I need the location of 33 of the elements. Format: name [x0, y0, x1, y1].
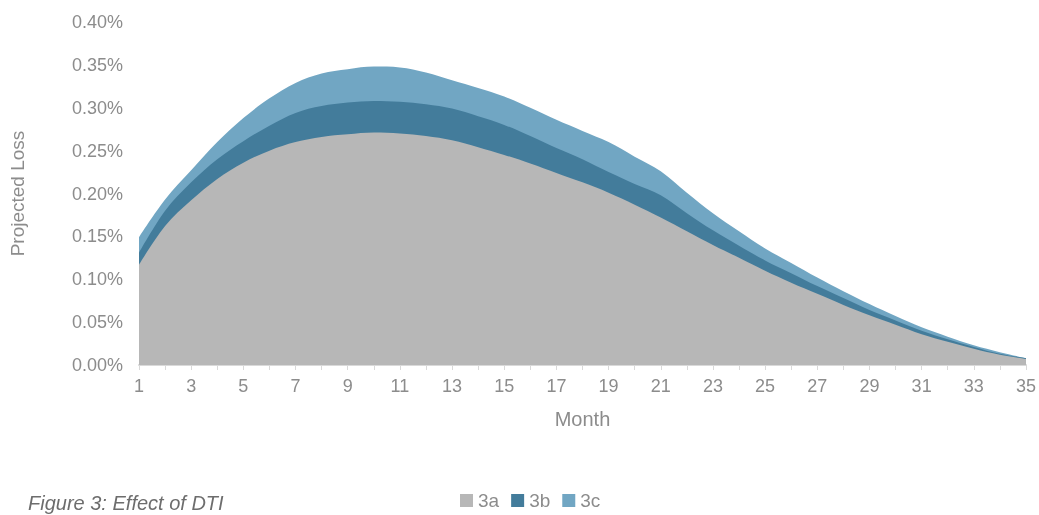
y-tick-label: 0.35% [71, 54, 123, 75]
x-tick-label: 5 [238, 376, 249, 396]
x-tick-label: 21 [650, 376, 671, 396]
y-axis-title: Projected Loss [7, 130, 28, 257]
x-tick-label: 23 [702, 376, 723, 396]
caption: Figure 3: Effect of DTI [28, 492, 225, 514]
y-tick-label: 0.25% [71, 140, 123, 161]
x-tick-label: 29 [859, 376, 880, 396]
x-tick-label: 25 [755, 376, 776, 396]
legend-label: 3b [529, 490, 551, 511]
x-tick-label: 7 [290, 376, 301, 396]
x-tick-label: 9 [342, 376, 353, 396]
y-tick-label: 0.30% [71, 97, 123, 118]
y-tick-label: 0.05% [71, 312, 123, 333]
legend-label: 3c [580, 490, 601, 511]
x-tick-label: 3 [186, 376, 197, 396]
legend-label: 3a [478, 490, 500, 511]
x-tick-label: 27 [807, 376, 828, 396]
x-tick-label: 13 [442, 376, 463, 396]
x-tick-label: 33 [963, 376, 984, 396]
x-tick-label: 11 [390, 376, 410, 396]
x-tick-label: 35 [1015, 376, 1036, 396]
x-tick-label: 15 [494, 376, 515, 396]
x-tick-label: 1 [133, 376, 145, 396]
x-axis-title: Month [554, 408, 611, 430]
y-tick-label: 0.20% [71, 183, 123, 204]
y-tick-label: 0.00% [71, 355, 123, 375]
y-tick-label: 0.40% [71, 12, 123, 32]
x-tick-label: 19 [598, 376, 619, 396]
y-tick-label: 0.15% [71, 226, 123, 247]
y-tick-label: 0.10% [71, 269, 123, 290]
x-tick-label: 31 [911, 376, 932, 396]
x-tick-label: 17 [546, 376, 567, 396]
